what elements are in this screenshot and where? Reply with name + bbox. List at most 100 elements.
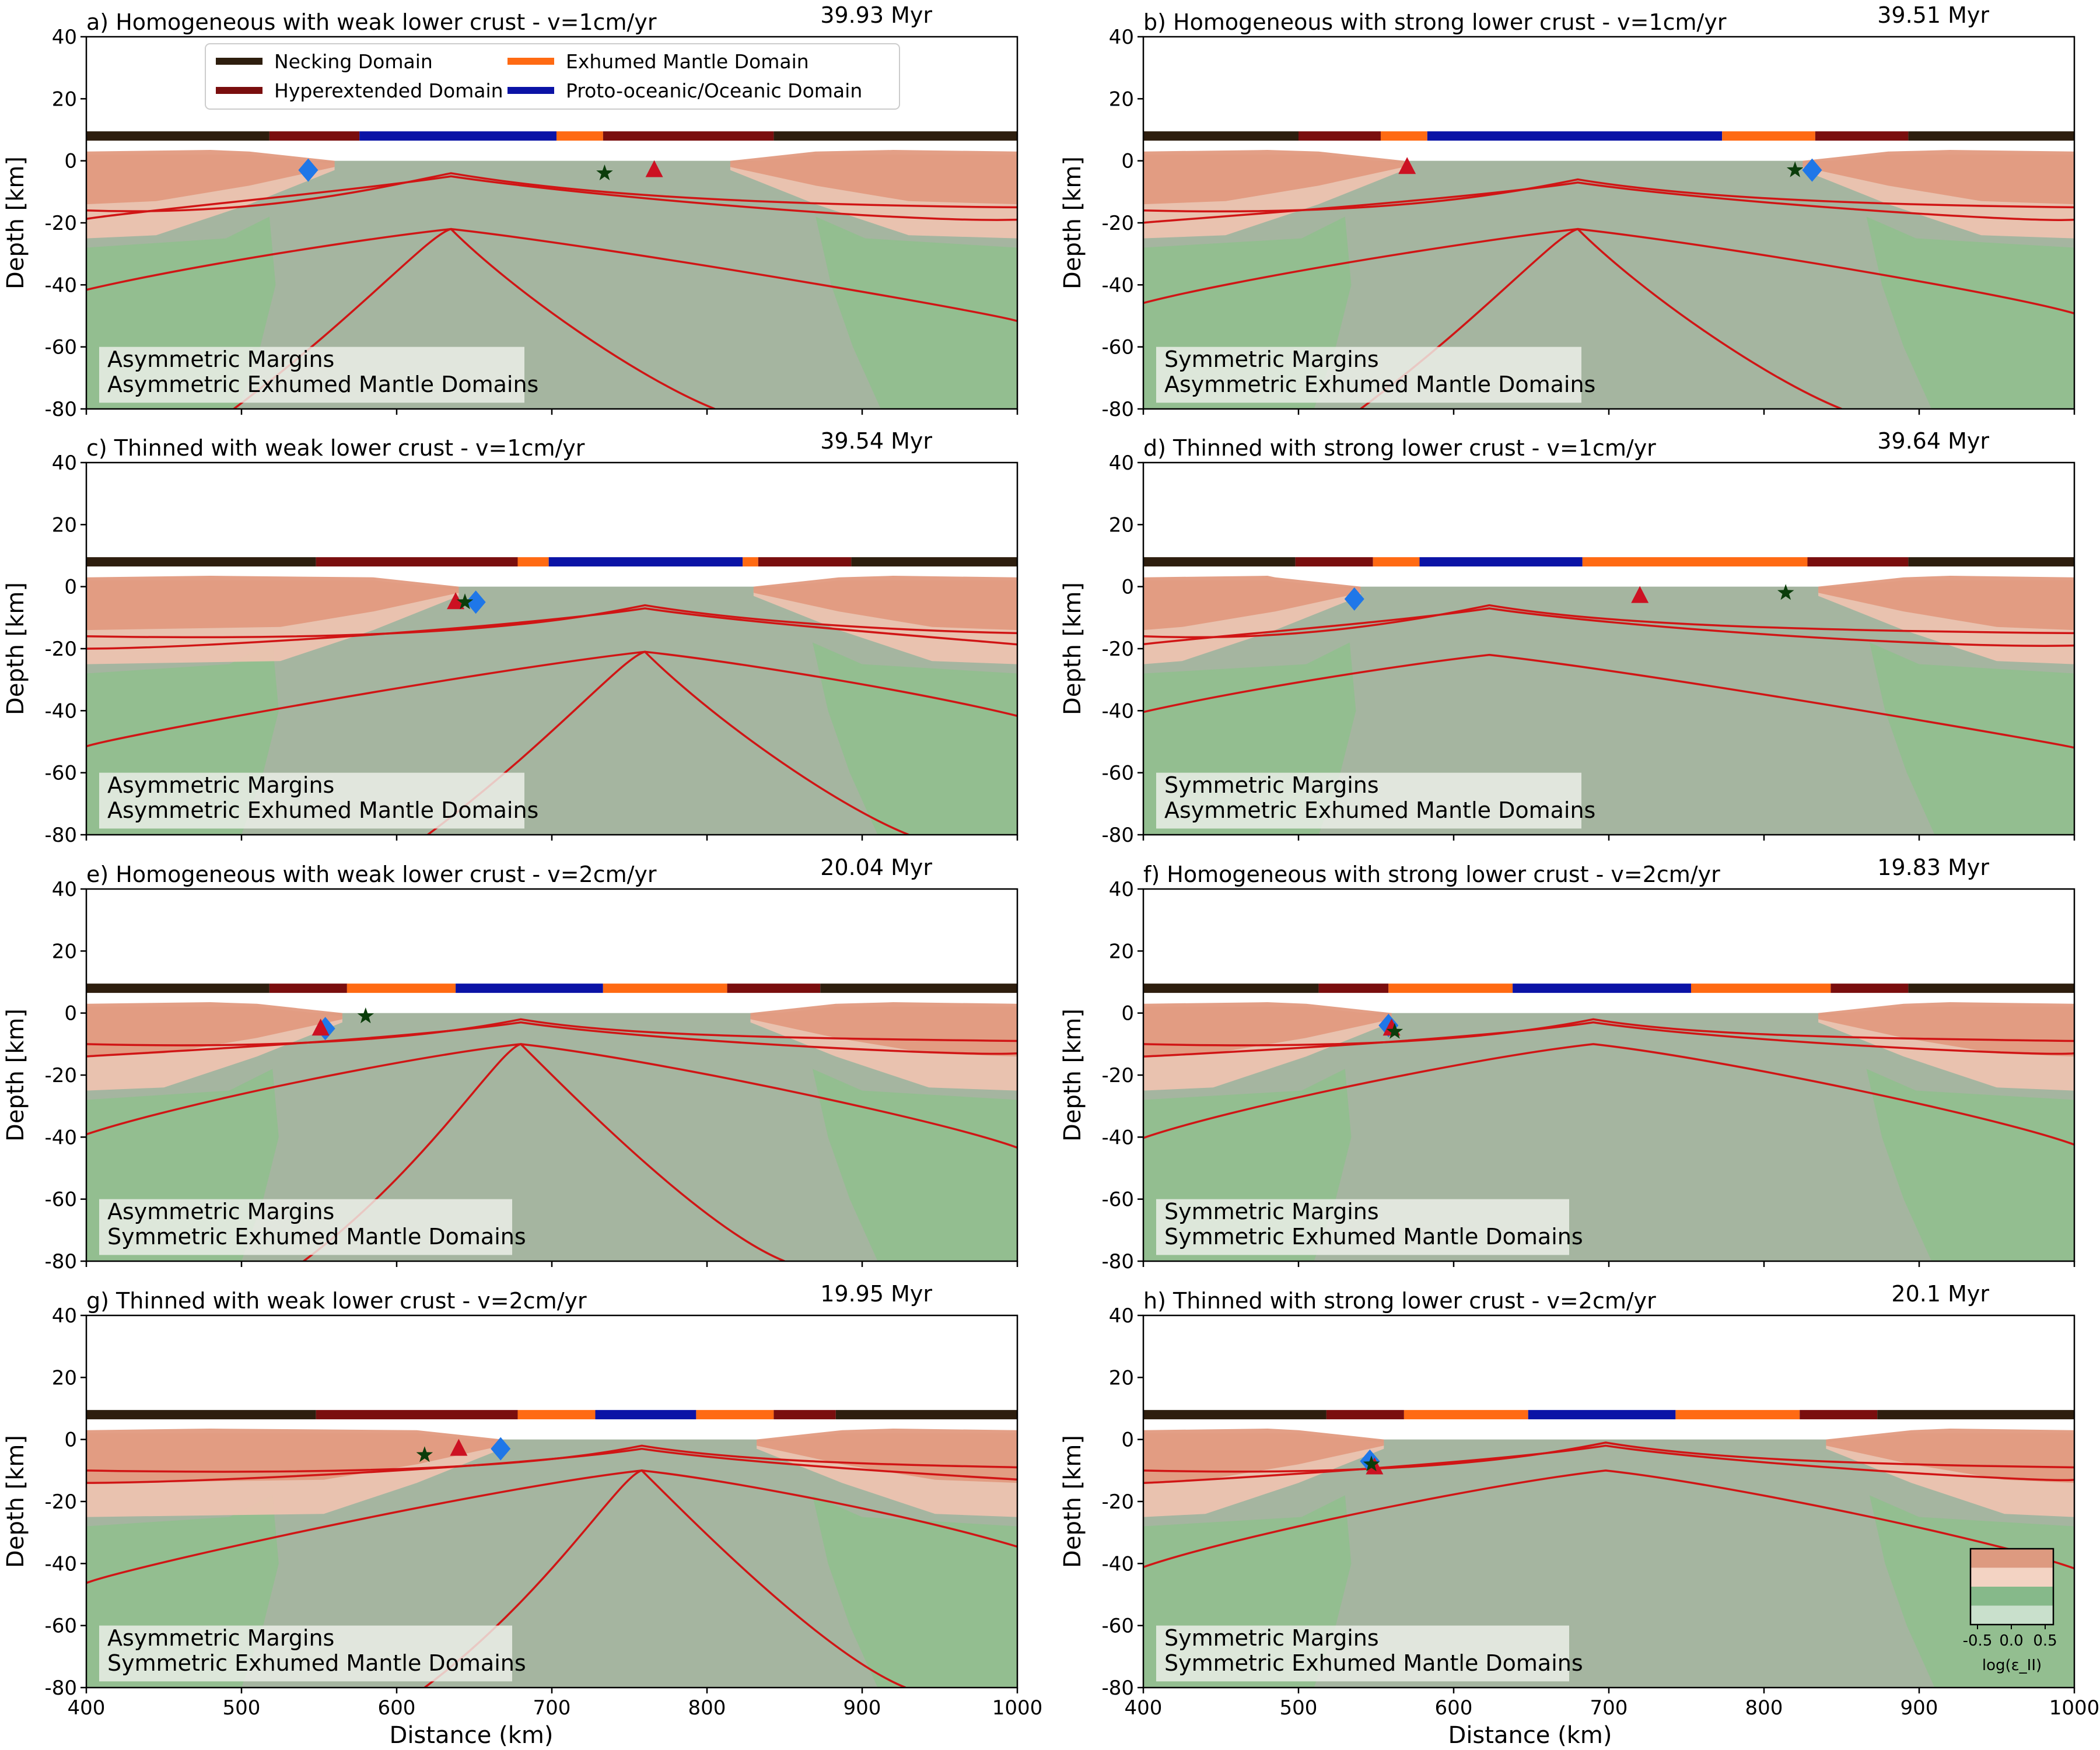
annotation-box <box>1156 346 1581 403</box>
panel-time: 39.64 Myr <box>1877 428 1989 454</box>
lithosphere-right <box>816 216 1017 409</box>
y-tick-label: -20 <box>44 1490 77 1514</box>
upper-crust-left <box>86 1002 342 1057</box>
domain-bar-segment-necking <box>86 984 270 993</box>
y-tick-label: -60 <box>44 336 77 359</box>
y-tick-label: -20 <box>44 1064 77 1087</box>
legend: Necking Domain Exhumed Mantle Domain Hyper… <box>205 43 900 110</box>
y-tick-label: -20 <box>1101 1490 1134 1514</box>
diamond-marker <box>466 590 486 614</box>
y-tick-label: 0 <box>1121 150 1134 173</box>
isotherm-line <box>1143 178 2074 213</box>
domain-bar-segment-hyperextended <box>316 1410 518 1420</box>
y-tick-label: -80 <box>44 398 77 421</box>
y-tick-label: 40 <box>1109 878 1134 901</box>
star-marker <box>416 1446 433 1462</box>
isotherm-line <box>1143 1021 2074 1058</box>
isotherm-line <box>86 1021 1017 1058</box>
y-tick-label: 20 <box>52 1366 77 1390</box>
plot-area-f <box>1143 984 2074 1261</box>
triangle-marker <box>447 592 465 610</box>
panel-title: c) Thinned with weak lower crust - v=1cm… <box>86 435 585 461</box>
triangle-marker <box>1631 586 1649 603</box>
y-tick-label: 20 <box>1109 88 1134 111</box>
annotation-line-2: Asymmetric Exhumed Mantle Domains <box>107 797 538 823</box>
annotation-line-2: Symmetric Exhumed Mantle Domains <box>1164 1650 1583 1676</box>
domain-bar-segment-hyperextended <box>316 557 518 567</box>
annotation-line-2: Symmetric Exhumed Mantle Domains <box>1164 1224 1583 1250</box>
domain-bar-segment-exhumed <box>1582 557 1808 567</box>
annotation-box <box>1156 1625 1569 1682</box>
isotherm-line <box>86 228 1017 323</box>
domain-bar-segment-necking <box>1908 984 2074 993</box>
upper-crust-right <box>1818 576 2074 631</box>
y-tick-label: -20 <box>44 212 77 235</box>
domain-bar-segment-oceanic <box>359 131 556 141</box>
y-tick-label: 0 <box>64 576 77 599</box>
domain-bar-segment-exhumed <box>1690 984 1831 993</box>
x-tick-label: 500 <box>223 1696 261 1720</box>
isotherm-line <box>424 1469 907 1688</box>
domain-bar-segment-exhumed <box>1388 984 1513 993</box>
isotherm-line <box>1143 1043 2074 1159</box>
isotherm-line <box>86 175 1017 223</box>
x-tick-label: 800 <box>1745 1696 1783 1720</box>
annotation-line-2: Asymmetric Exhumed Mantle Domains <box>107 372 538 397</box>
colorbar-band <box>1971 1605 2053 1625</box>
y-tick-label: 0 <box>64 1002 77 1026</box>
panel-title: d) Thinned with strong lower crust - v=1… <box>1143 435 1656 461</box>
y-tick-label: -40 <box>1101 1126 1134 1149</box>
x-tick-label: 900 <box>1901 1696 1938 1720</box>
annotation-box <box>99 772 524 829</box>
upper-crust-left <box>1143 1429 1384 1483</box>
panel-title: g) Thinned with weak lower crust - v=2cm… <box>86 1288 587 1314</box>
y-tick-label: -40 <box>44 1126 77 1149</box>
domain-bar-segment-exhumed <box>517 1410 596 1420</box>
y-tick-label: 40 <box>1109 26 1134 49</box>
y-tick-label: 40 <box>52 878 77 901</box>
y-tick-label: -60 <box>44 1615 77 1638</box>
isotherm-line <box>86 604 1017 639</box>
lithosphere-right <box>812 1069 1017 1261</box>
domain-bar-segment-necking <box>1143 557 1296 567</box>
x-tick-label: 400 <box>68 1696 106 1720</box>
y-tick-label: -40 <box>44 699 77 723</box>
lithosphere-right <box>812 1495 1017 1688</box>
y-axis-label: Depth [km] <box>2 156 29 289</box>
y-tick-label: -80 <box>1101 1676 1134 1700</box>
y-tick-label: 40 <box>52 1304 77 1328</box>
diamond-marker <box>1344 587 1364 611</box>
domain-bar-segment-necking <box>86 131 270 141</box>
y-tick-label: 20 <box>1109 513 1134 537</box>
upper-crust-left <box>86 1429 502 1483</box>
y-tick-label: 20 <box>1109 1366 1134 1390</box>
y-tick-label: 20 <box>52 513 77 537</box>
domain-bar-segment-hyperextended <box>758 557 852 567</box>
y-tick-label: 40 <box>1109 452 1134 475</box>
y-tick-label: -80 <box>1101 824 1134 847</box>
y-tick-label: 0 <box>1121 1002 1134 1026</box>
upper-crust-right <box>1803 150 2074 205</box>
domain-bar-segment-exhumed <box>556 131 603 141</box>
isotherm-line <box>1360 228 1842 409</box>
y-tick-label: -40 <box>1101 1552 1134 1576</box>
domain-bar-segment-oceanic <box>1419 557 1583 567</box>
domain-bar-segment-necking <box>1143 131 1298 141</box>
legend-label: Hyperextended Domain <box>274 79 503 102</box>
legend-label: Proto-oceanic/Oceanic Domain <box>566 79 862 102</box>
y-tick-label: -40 <box>1101 699 1134 723</box>
upper-crust-right <box>730 150 1017 205</box>
y-tick-label: 20 <box>1109 940 1134 963</box>
y-axis-label: Depth [km] <box>2 582 29 715</box>
domain-bar-segment-necking <box>835 1410 1017 1420</box>
domain-bar-segment-exhumed <box>1373 557 1420 567</box>
annotation-box <box>99 1625 512 1682</box>
y-tick-label: -20 <box>1101 1064 1134 1087</box>
star-marker <box>1777 584 1794 600</box>
domain-bar-segment-oceanic <box>548 557 743 567</box>
isotherm-line <box>86 1447 1017 1484</box>
annotation-line-1: Symmetric Margins <box>1164 346 1379 372</box>
y-axis-label: Depth [km] <box>2 1435 29 1568</box>
annotation-box <box>99 346 524 403</box>
